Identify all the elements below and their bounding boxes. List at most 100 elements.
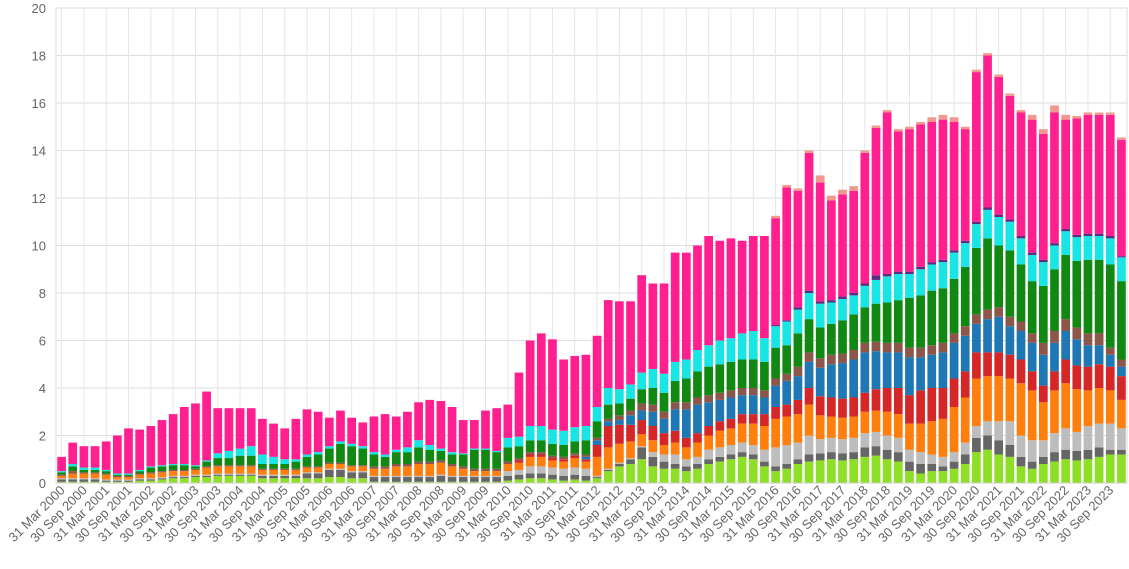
bar-segment	[1094, 333, 1104, 346]
bar-segment	[871, 279, 881, 304]
bar-segment	[358, 446, 368, 449]
bar-segment	[960, 454, 970, 464]
bar-segment	[548, 455, 557, 459]
bar-segment	[704, 236, 713, 346]
bar-segment	[124, 480, 133, 482]
bar-segment	[1105, 354, 1115, 367]
bar-segment	[403, 475, 412, 478]
bar-segment	[737, 456, 747, 484]
bar-segment	[972, 452, 981, 484]
bar-segment	[191, 466, 200, 469]
bar-segment	[280, 469, 290, 475]
bar-segment	[972, 437, 981, 453]
bar-segment	[90, 467, 100, 470]
y-tick-label: 20	[32, 1, 46, 16]
bar-segment	[949, 468, 959, 483]
bar-segment	[157, 465, 167, 467]
bar-segment	[760, 461, 769, 467]
bar-segment	[637, 459, 647, 483]
bar-segment	[592, 437, 602, 441]
bar-segment	[782, 404, 792, 417]
bar-segment	[960, 129, 970, 241]
bar-segment	[771, 347, 780, 379]
bar-segment	[269, 456, 278, 465]
bar-segment	[927, 421, 937, 455]
bar-segment	[994, 74, 1004, 77]
bar-segment	[1083, 426, 1093, 450]
bar-segment	[748, 414, 758, 424]
bar-segment	[291, 468, 301, 470]
bar-segment	[336, 410, 345, 442]
bar-segment	[681, 437, 691, 448]
bar-segment	[726, 397, 736, 419]
bar-segment	[1016, 383, 1026, 436]
bar-segment	[838, 460, 847, 483]
bar-segment	[882, 459, 892, 483]
bar-segment	[90, 446, 100, 468]
bar-segment	[637, 372, 647, 390]
bar-segment	[1005, 219, 1015, 222]
bar-segment	[213, 475, 223, 484]
bar-segment	[771, 418, 780, 448]
bar-segment	[347, 471, 356, 473]
bar-segment	[927, 290, 937, 346]
bar-segment	[570, 355, 580, 428]
bar-segment	[68, 464, 78, 467]
bar-segment	[347, 417, 356, 444]
bar-segment	[1005, 326, 1015, 355]
bar-segment	[68, 479, 78, 482]
bar-segment	[815, 182, 825, 302]
bar-segment	[849, 359, 859, 398]
bar-segment	[269, 478, 278, 483]
bar-segment	[804, 352, 814, 362]
bar-segment	[983, 209, 992, 239]
bar-segment	[124, 475, 133, 478]
bar-segment	[1005, 95, 1015, 220]
bar-segment	[860, 411, 870, 434]
bar-segment	[157, 478, 167, 480]
bar-segment	[838, 194, 847, 297]
bar-segment	[213, 408, 223, 454]
bar-segment	[681, 378, 691, 403]
bar-segment	[246, 473, 256, 475]
bar-segment	[581, 354, 591, 426]
bar-segment	[659, 392, 669, 412]
bar-segment	[581, 468, 591, 476]
bar-segment	[1016, 321, 1026, 331]
bar-segment	[1027, 440, 1037, 462]
bar-segment	[548, 443, 557, 456]
bar-segment	[715, 392, 725, 400]
bar-segment	[79, 469, 89, 473]
bar-segment	[1117, 376, 1126, 400]
bar-segment	[615, 424, 624, 444]
bar-segment	[302, 472, 312, 474]
bar-segment	[514, 474, 524, 480]
bar-segment	[1094, 236, 1104, 260]
bar-segment	[804, 150, 814, 153]
bar-segment	[615, 462, 624, 464]
bar-segment	[659, 283, 669, 374]
bar-segment	[927, 471, 937, 484]
bar-segment	[815, 460, 825, 483]
bar-segment	[715, 240, 725, 341]
bar-segment	[603, 426, 613, 448]
bar-segment	[536, 454, 546, 457]
bar-segment	[760, 390, 769, 398]
bar-segment	[369, 454, 379, 467]
bar-segment	[1038, 385, 1048, 403]
bar-segment	[637, 447, 647, 460]
bar-segment	[626, 384, 635, 399]
bars	[57, 53, 1126, 484]
bar-segment	[715, 456, 725, 462]
bar-segment	[1005, 354, 1015, 379]
bar-segment	[983, 352, 992, 377]
bar-segment	[536, 452, 546, 455]
bar-segment	[615, 403, 624, 416]
bar-segment	[492, 450, 502, 453]
bar-segment	[994, 316, 1004, 353]
bar-segment	[871, 351, 881, 390]
bar-segment	[113, 435, 122, 474]
bar-segment	[280, 428, 290, 460]
bar-segment	[246, 408, 256, 447]
